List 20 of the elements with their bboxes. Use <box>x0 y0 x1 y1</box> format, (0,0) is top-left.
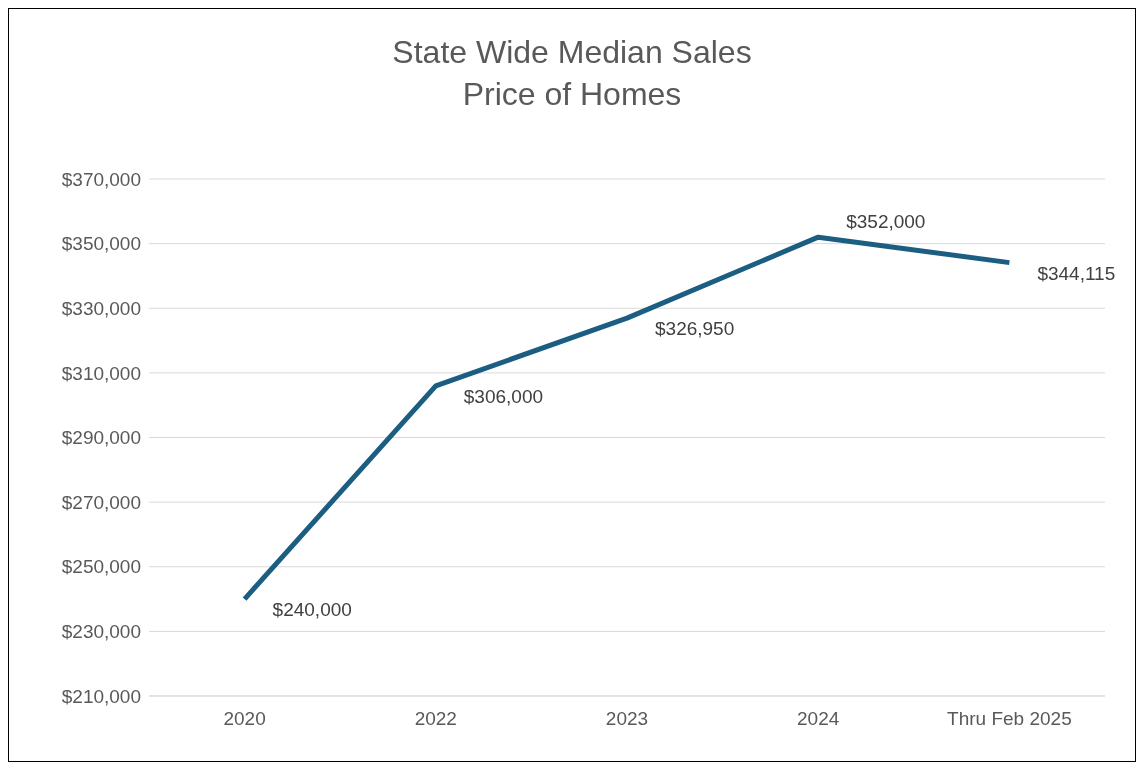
x-tick-label: 2024 <box>797 708 840 730</box>
x-tick-label: 2023 <box>605 708 649 730</box>
data-label: $306,000 <box>463 385 544 407</box>
data-label: $352,000 <box>846 211 926 233</box>
y-tick-label: $330,000 <box>61 297 141 319</box>
data-label: $326,950 <box>655 318 735 340</box>
x-tick-label: 2022 <box>414 708 457 730</box>
y-tick-label: $310,000 <box>61 362 141 384</box>
data-label: $344,115 <box>1037 262 1116 284</box>
y-tick-label: $370,000 <box>61 168 141 190</box>
y-tick-label: $250,000 <box>61 556 141 578</box>
y-tick-label: $290,000 <box>61 427 141 449</box>
data-label: $240,000 <box>272 599 352 621</box>
x-tick-label: Thru Feb 2025 <box>947 708 1072 730</box>
y-tick-label: $210,000 <box>61 685 141 707</box>
chart-title: State Wide Median Sales Price of Homes <box>391 33 753 114</box>
y-tick-label: $350,000 <box>61 233 141 255</box>
x-tick-label: 2020 <box>223 708 266 730</box>
y-tick-label: $230,000 <box>61 621 141 643</box>
y-tick-label: $270,000 <box>61 491 141 513</box>
